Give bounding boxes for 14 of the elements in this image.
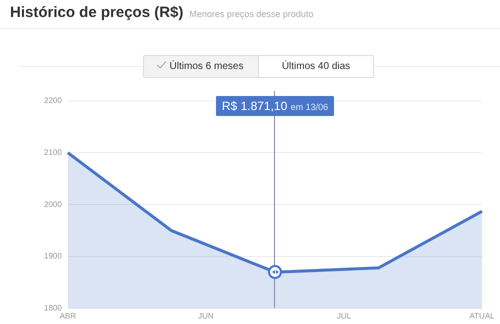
text: Últimos 40 dias (282, 61, 350, 72)
text: Últimos 6 meses (170, 61, 244, 72)
y-tick-label: 2100 (44, 148, 62, 157)
x-tick-label: JUN (198, 311, 214, 320)
y-tick-label: 1900 (44, 252, 62, 261)
chart-title: Histórico de preços (R$) (10, 4, 184, 21)
annotation: R$ 1.871,10 em 13/06 (216, 96, 334, 116)
chart-subtitle: Menores preços desse produto (189, 9, 314, 19)
y-tick-label: 2200 (44, 96, 62, 106)
y-tick-label: 1800 (44, 304, 62, 313)
y-tick-label: 2000 (44, 200, 62, 209)
x-tick-label: ABR (60, 311, 76, 320)
x-tick-label: ATUAL (469, 311, 496, 320)
x-tick-label: JUL (336, 311, 352, 320)
